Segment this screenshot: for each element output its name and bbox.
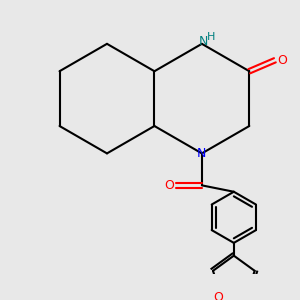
Text: N: N	[197, 147, 207, 160]
Text: O: O	[213, 291, 223, 300]
Text: O: O	[277, 54, 287, 67]
Text: N: N	[199, 34, 208, 48]
Text: H: H	[207, 32, 215, 41]
Text: O: O	[164, 179, 174, 192]
